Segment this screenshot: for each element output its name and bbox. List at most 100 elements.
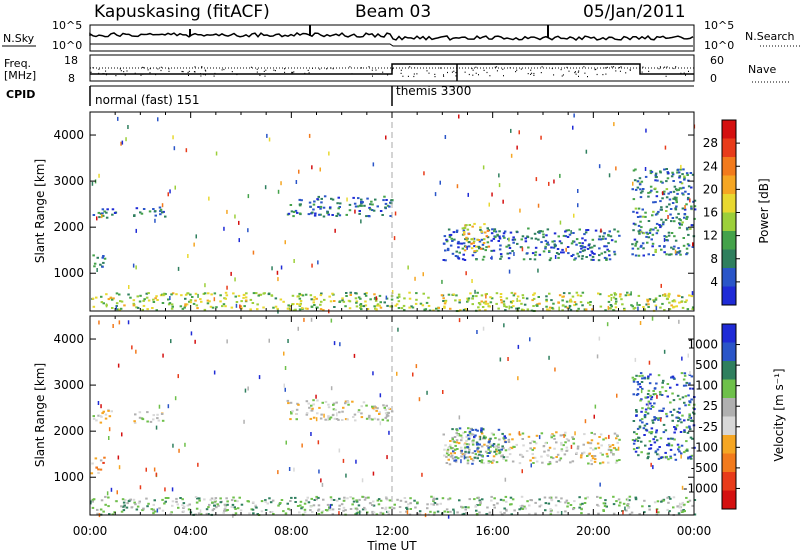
scatter-cell	[224, 291, 228, 294]
scatter-cell	[600, 252, 603, 255]
nave-dot	[613, 66, 615, 68]
scatter-cell	[544, 247, 547, 250]
scatter-noise	[98, 320, 100, 325]
scatter-cell	[471, 433, 475, 436]
nave-dot	[193, 71, 195, 73]
scatter-cell	[485, 513, 488, 516]
scatter-cell	[502, 235, 505, 238]
scatter-cell	[480, 459, 484, 462]
x-tick-label: 00:00	[677, 524, 712, 538]
scatter-cell	[607, 233, 610, 236]
scatter-cell	[673, 196, 677, 199]
colorbar-swatch	[722, 120, 736, 139]
scatter-cell	[485, 235, 489, 238]
scatter-cell	[385, 497, 388, 500]
scatter-cell	[520, 507, 523, 510]
scatter-cell	[597, 446, 601, 449]
scatter-noise	[317, 440, 320, 445]
scatter-cell	[580, 247, 583, 250]
scatter-cell	[665, 180, 668, 183]
scatter-cell	[496, 502, 499, 505]
scatter-cell	[677, 417, 680, 419]
scatter-cell	[279, 298, 283, 301]
scatter-cell	[631, 305, 634, 308]
scatter-cell	[233, 506, 236, 509]
scatter-cell	[327, 415, 330, 418]
scatter-cell	[395, 303, 399, 306]
cpid-segment-2: themis 3300	[396, 84, 471, 98]
scatter-cell	[605, 452, 609, 455]
scatter-cell	[331, 214, 334, 216]
scatter-cell	[310, 305, 314, 308]
scatter-cell	[92, 305, 96, 308]
nave-dot	[319, 68, 321, 70]
colorbar-swatch	[722, 324, 736, 343]
scatter-cell	[644, 444, 647, 447]
scatter-cell	[644, 408, 648, 411]
scatter-cell	[455, 439, 459, 442]
scatter-cell	[580, 508, 583, 511]
nave-dot	[596, 73, 598, 76]
scatter-cell	[102, 255, 105, 257]
scatter-cell	[447, 458, 450, 461]
scatter-cell	[656, 500, 660, 503]
scatter-cell	[264, 509, 268, 511]
scatter-cell	[149, 420, 153, 423]
scatter-cell	[658, 409, 661, 412]
nave-dot	[407, 75, 409, 77]
power-x-axis	[89, 112, 695, 311]
nave-dot	[204, 69, 206, 71]
scatter-cell	[317, 509, 320, 512]
scatter-cell	[587, 513, 590, 515]
scatter-cell	[641, 208, 644, 211]
scatter-cell	[475, 245, 478, 248]
scatter-cell	[385, 415, 389, 418]
scatter-cell	[546, 228, 550, 231]
scatter-cell	[91, 498, 95, 501]
scatter-cell	[670, 175, 674, 178]
nsky-line	[89, 32, 694, 41]
scatter-noise	[508, 237, 510, 242]
colorbar-swatch	[722, 379, 736, 398]
scatter-cell	[581, 304, 584, 307]
scatter-cell	[221, 305, 224, 308]
scatter-cell	[115, 302, 119, 305]
scatter-cell	[520, 454, 523, 457]
scatter-cell	[171, 500, 175, 503]
scatter-cell	[654, 251, 657, 253]
scatter-noise	[660, 283, 662, 288]
scatter-cell	[294, 496, 297, 499]
scatter-cell	[644, 215, 647, 218]
scatter-noise	[293, 467, 295, 472]
scatter-noise	[442, 390, 444, 394]
scatter-cell	[632, 198, 636, 201]
scatter-cell	[484, 309, 487, 312]
scatter-cell	[678, 218, 681, 221]
scatter-cell	[649, 394, 652, 397]
scatter-cell	[288, 508, 292, 511]
scatter-cell	[437, 307, 440, 309]
scatter-noise	[530, 463, 532, 468]
scatter-cell	[616, 434, 619, 437]
scatter-cell	[649, 402, 652, 405]
scatter-noise	[280, 265, 283, 270]
scatter-cell	[481, 243, 485, 246]
scatter-cell	[680, 509, 683, 512]
scatter-cell	[582, 451, 586, 454]
scatter-cell	[532, 297, 536, 300]
scatter-cell	[547, 449, 550, 452]
scatter-cell	[636, 388, 640, 391]
scatter-cell	[609, 304, 613, 306]
scatter-cell	[362, 401, 366, 404]
scatter-noise	[266, 133, 268, 138]
scatter-cell	[495, 453, 498, 456]
scatter-cell	[226, 503, 229, 506]
scatter-cell	[122, 501, 126, 504]
scatter-cell	[632, 393, 635, 396]
scatter-cell	[690, 419, 693, 422]
scatter-cell	[545, 298, 548, 301]
scatter-cell	[357, 197, 360, 200]
scatter-noise	[197, 462, 199, 467]
scatter-cell	[535, 434, 539, 437]
scatter-cell	[582, 443, 585, 446]
